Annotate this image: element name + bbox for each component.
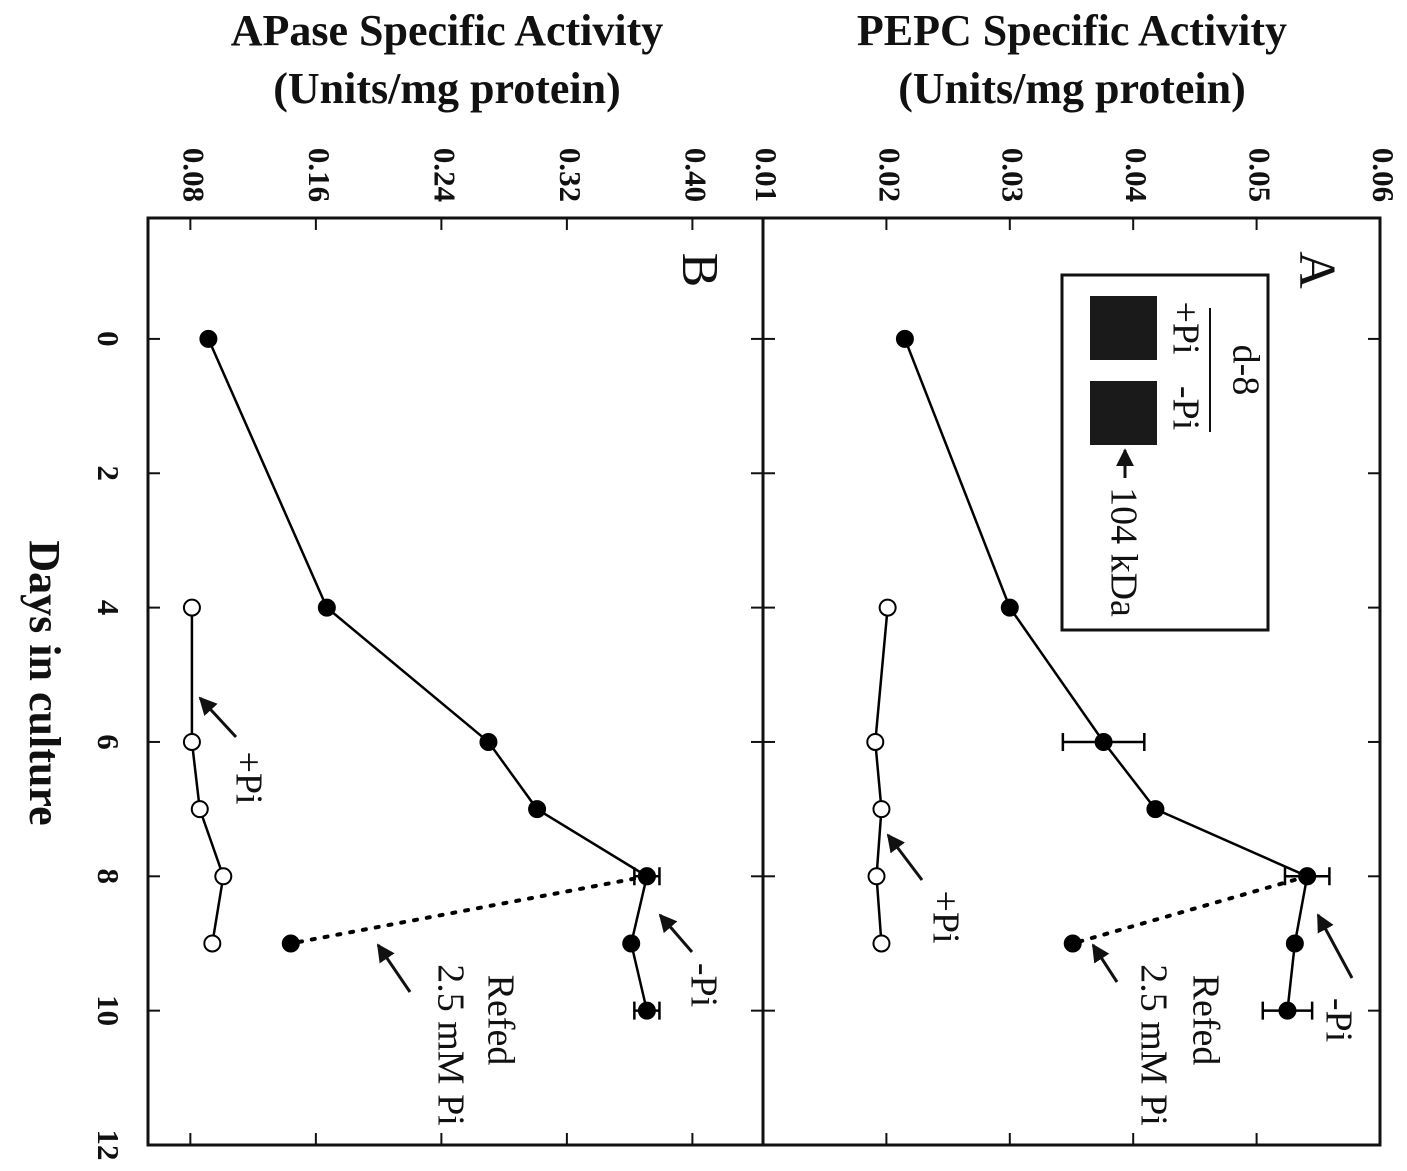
data-point (319, 600, 335, 616)
annotation: Refed (1184, 975, 1226, 1066)
annotation: 2.5 mM Pi (1132, 964, 1174, 1126)
y-tick-label: 0.04 (1119, 148, 1154, 202)
annotation: 2.5 mM Pi (429, 964, 471, 1126)
panel-label: A (1288, 251, 1345, 289)
blot-band (1090, 381, 1157, 445)
data-point (1147, 801, 1163, 817)
data-point (873, 935, 889, 951)
arrow (378, 945, 410, 992)
y-tick-label: 0.03 (996, 148, 1031, 202)
x-tick-label: 4 (91, 600, 126, 616)
data-point (639, 868, 655, 884)
series-line (208, 339, 647, 1011)
data-point (897, 331, 913, 347)
data-point (869, 868, 885, 884)
data-point (639, 1003, 655, 1019)
data-point (1002, 600, 1018, 616)
lane-label: -Pi (1164, 386, 1206, 430)
y-tick-label: 0.24 (427, 148, 462, 202)
arrow (200, 698, 236, 737)
y-tick-label: 0.32 (553, 148, 588, 202)
y-axis-title: PEPC Specific Activity (857, 6, 1287, 55)
x-tick-label: 2 (91, 466, 126, 482)
x-tick-label: 12 (91, 1130, 126, 1161)
data-point (215, 868, 231, 884)
arrow (1318, 915, 1352, 978)
series-line (875, 608, 887, 944)
lane-label: +Pi (1164, 301, 1206, 354)
data-point (867, 734, 883, 750)
blot-band (1090, 296, 1157, 360)
inset-title: d-8 (1224, 345, 1266, 396)
data-point (1279, 1003, 1295, 1019)
data-point (204, 935, 220, 951)
y-tick-label: 0.08 (176, 148, 211, 202)
x-tick-label: 8 (91, 869, 126, 885)
annotation: +Pi (227, 751, 269, 804)
x-axis-title: Days in culture (20, 540, 69, 825)
x-tick-label: 10 (91, 995, 126, 1026)
data-point (283, 935, 299, 951)
y-tick-label: 0.40 (678, 148, 713, 202)
data-point (480, 734, 496, 750)
data-point (184, 734, 200, 750)
y-tick-label: 0.06 (1366, 148, 1401, 202)
x-tick-label: 0 (91, 331, 126, 347)
data-point (873, 801, 889, 817)
y-tick-label: 0.16 (302, 148, 337, 202)
data-point (192, 801, 208, 817)
data-point (1096, 734, 1112, 750)
y-axis-title: (Units/mg protein) (898, 64, 1246, 113)
data-point (184, 600, 200, 616)
arrow (660, 915, 692, 952)
series-line (1073, 876, 1307, 943)
data-point (1065, 935, 1081, 951)
annotation: Refed (479, 975, 521, 1066)
arrow (888, 835, 922, 880)
data-point (1299, 868, 1315, 884)
series-line (192, 608, 223, 944)
figure: 0.01 0.02 0.03 0.04 0.05 0.06 PEPC Specific Ac… (0, 0, 1407, 1171)
data-point (200, 331, 216, 347)
annotation: +Pi (924, 890, 966, 943)
annotation: -Pi (1317, 998, 1359, 1042)
y-tick-label: 0.01 (749, 148, 784, 202)
marker-label: 104 kDa (1102, 487, 1144, 617)
x-tick-label: 6 (91, 734, 126, 750)
y-axis-title: (Units/mg protein) (273, 64, 621, 113)
y-tick-label: 0.02 (872, 148, 907, 202)
panel-label: B (671, 253, 728, 288)
y-axis-title: APase Specific Activity (231, 6, 664, 55)
series-line (291, 876, 647, 943)
arrow (1093, 945, 1117, 982)
data-point (1287, 935, 1303, 951)
data-point (623, 935, 639, 951)
y-tick-label: 0.05 (1242, 148, 1277, 202)
data-point (529, 801, 545, 817)
data-point (880, 600, 896, 616)
annotation: -Pi (682, 963, 724, 1007)
